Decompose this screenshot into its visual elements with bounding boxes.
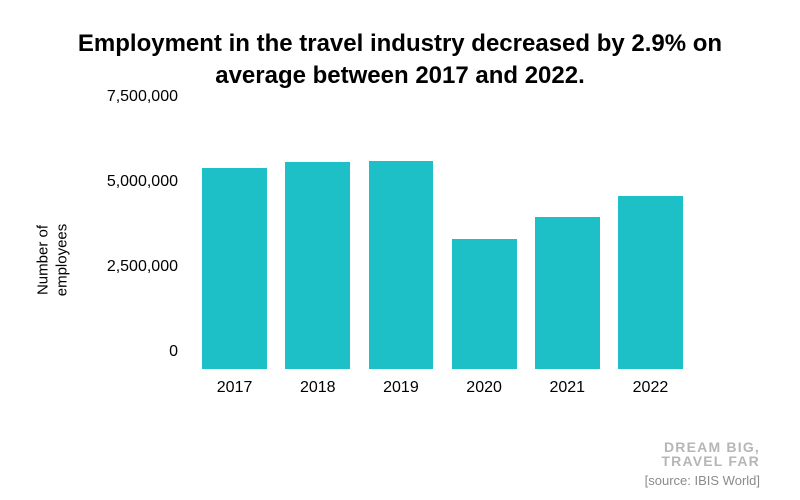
bar-slot: 2018: [279, 115, 356, 369]
bar: [452, 239, 517, 369]
bars-group: 2017 2018 2019 2020 2021 2022: [190, 115, 695, 370]
x-tick-label: 2017: [217, 369, 253, 397]
brand-line-1: DREAM BIG,: [645, 440, 760, 455]
bar: [285, 162, 350, 369]
footer: DREAM BIG, TRAVEL FAR [source: IBIS Worl…: [645, 440, 760, 488]
bar-slot: 2019: [362, 115, 439, 369]
bar: [535, 217, 600, 369]
bar-chart: Number ofemployees 0 2,500,000 5,000,000…: [75, 115, 715, 405]
y-tick: 0: [169, 343, 190, 361]
bar: [618, 196, 683, 369]
bar-slot: 2020: [446, 115, 523, 369]
bar-slot: 2022: [612, 115, 689, 369]
y-tick: 2,500,000: [107, 258, 190, 276]
x-tick-label: 2018: [300, 369, 336, 397]
y-tick: 5,000,000: [107, 173, 190, 191]
x-tick-label: 2019: [383, 369, 419, 397]
bar-slot: 2017: [196, 115, 273, 369]
bar: [202, 168, 267, 370]
plot-area: 0 2,500,000 5,000,000 7,500,000 2017 201…: [190, 115, 695, 370]
chart-title: Employment in the travel industry decrea…: [0, 0, 800, 93]
x-tick-label: 2020: [466, 369, 502, 397]
bar-slot: 2021: [529, 115, 606, 369]
x-tick-label: 2022: [633, 369, 669, 397]
bar: [369, 161, 434, 369]
y-tick: 7,500,000: [107, 88, 190, 106]
brand-line-2: TRAVEL FAR: [645, 454, 760, 469]
x-tick-label: 2021: [549, 369, 585, 397]
y-axis-label: Number ofemployees: [35, 224, 73, 297]
source-attribution: [source: IBIS World]: [645, 473, 760, 488]
